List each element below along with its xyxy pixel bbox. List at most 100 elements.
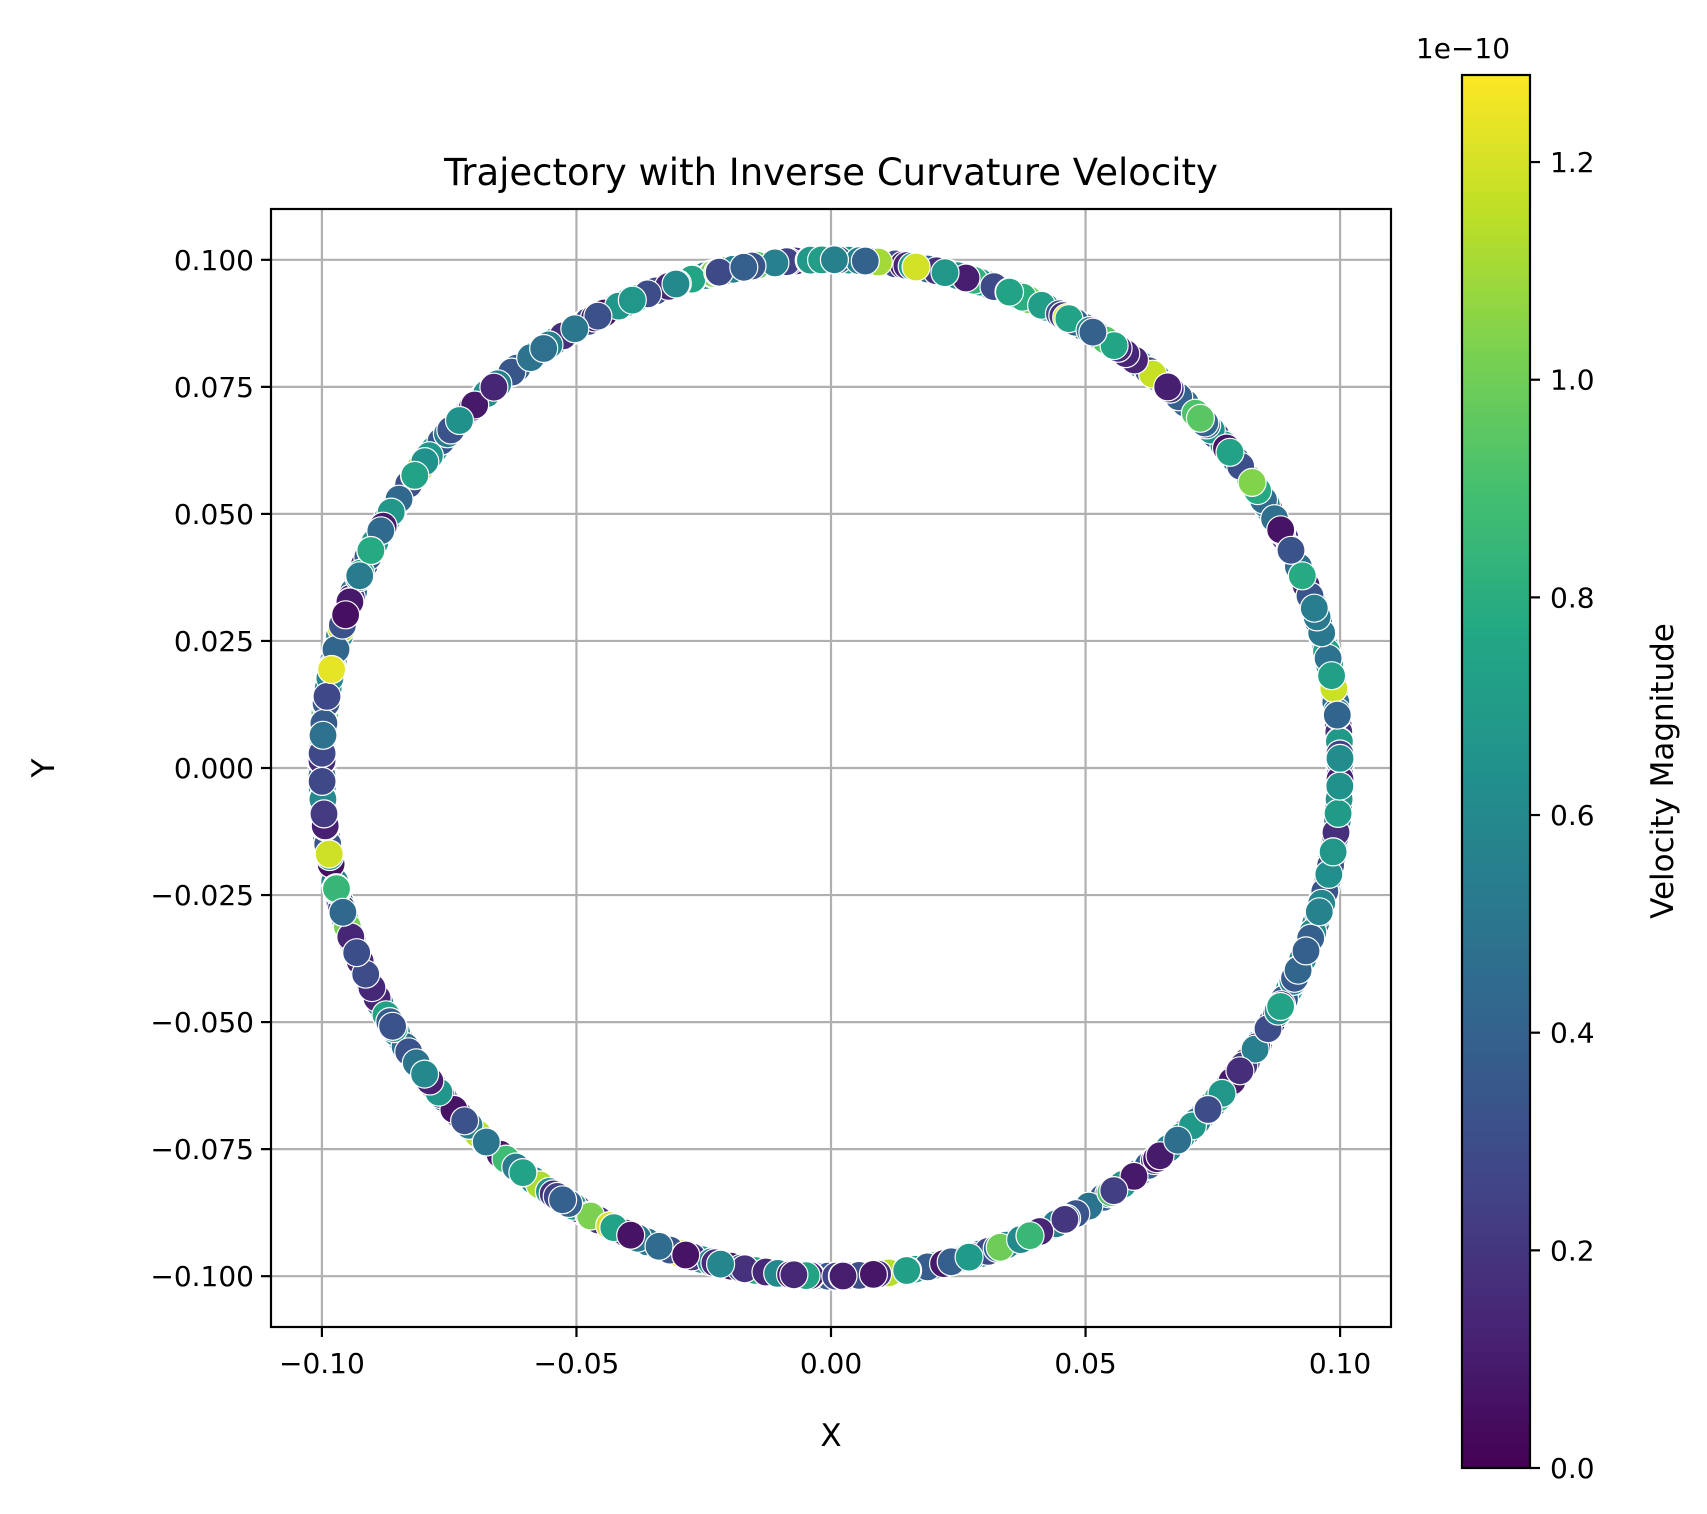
colorbar-tick-label: 0.0: [1550, 1452, 1595, 1485]
y-tick-label: 0.050: [174, 498, 254, 531]
trajectory-point: [1323, 798, 1353, 829]
trajectory-point: [331, 600, 361, 630]
colorbar-tick-label: 0.6: [1550, 799, 1595, 832]
y-tick-label: −0.025: [150, 879, 254, 912]
trajectory-point: [644, 1231, 674, 1261]
trajectory-point: [547, 1185, 578, 1215]
trajectory-point: [828, 1261, 858, 1291]
y-tick-label: 0.100: [174, 244, 254, 277]
trajectory-point: [994, 277, 1025, 307]
colorbar-ticks: 0.0 0.2 0.4 0.6 0.8 1.0 1.2: [1530, 146, 1595, 1485]
x-axis-label: X: [820, 1418, 841, 1454]
trajectory-point: [1237, 467, 1267, 497]
trajectory-point: [1099, 1175, 1129, 1206]
y-tick-label: −0.100: [150, 1260, 254, 1293]
trajectory-point: [1287, 561, 1317, 591]
trajectory-point: [1215, 437, 1245, 467]
trajectory-point: [342, 938, 372, 968]
trajectory-point: [356, 535, 386, 566]
trajectory-point: [479, 372, 509, 402]
trajectory-point: [858, 1259, 889, 1290]
trajectory-point: [450, 1106, 480, 1136]
x-tick-label: 0.00: [800, 1347, 862, 1380]
trajectory-point: [471, 1127, 501, 1157]
colorbar-gradient: [1462, 75, 1530, 1468]
trajectory-point: [671, 1240, 701, 1270]
trajectory-point: [312, 681, 342, 712]
trajectory-point: [1185, 403, 1216, 433]
trajectory-point: [583, 301, 613, 331]
colorbar-tick-label: 0.4: [1550, 1017, 1595, 1050]
trajectory-point: [1193, 1094, 1223, 1125]
trajectory-point: [328, 897, 358, 927]
trajectory-point: [345, 561, 375, 591]
x-tick-label: 0.10: [1309, 1347, 1371, 1380]
trajectory-point: [779, 1260, 809, 1290]
colorbar-offset-text: 1e−10: [1416, 32, 1510, 65]
trajectory-point: [1316, 661, 1347, 691]
colorbar-tick-label: 0.8: [1550, 581, 1595, 614]
trajectory-point: [705, 1249, 736, 1279]
trajectory-point: [508, 1157, 538, 1188]
trajectory-point: [410, 1059, 440, 1089]
trajectory-point: [1325, 771, 1355, 801]
trajectory-point: [1119, 1161, 1149, 1192]
trajectory-point: [308, 720, 338, 750]
trajectory-point: [729, 252, 759, 282]
trajectory-point: [1015, 1221, 1045, 1251]
trajectory-point: [1318, 837, 1348, 867]
y-axis-ticks: 0.100 0.075 0.050 0.025 0.000 −0.025 −0.050 −0.…: [150, 244, 271, 1293]
y-axis-label: Y: [26, 758, 62, 778]
trajectory-point: [1225, 1056, 1255, 1086]
trajectory-point: [892, 1255, 922, 1286]
trajectory-point: [616, 1220, 646, 1250]
trajectory-point: [400, 460, 430, 490]
trajectory-point: [850, 246, 880, 276]
trajectory-point: [1099, 331, 1129, 361]
trajectory-point: [309, 799, 339, 829]
grid: [271, 209, 1391, 1327]
y-tick-label: −0.075: [150, 1133, 254, 1166]
trajectory-point: [314, 839, 344, 869]
trajectory-point: [1276, 535, 1306, 565]
x-tick-label: −0.05: [534, 1347, 620, 1380]
trajectory-point: [819, 245, 850, 275]
trajectory-point: [529, 333, 559, 364]
trajectory-point: [1325, 743, 1355, 774]
colorbar-tick-label: 1.2: [1550, 146, 1595, 179]
colorbar-label: Velocity Magnitude: [1645, 623, 1681, 919]
trajectory-point: [1265, 991, 1296, 1022]
y-tick-label: 0.075: [174, 371, 254, 404]
trajectory-point: [317, 654, 347, 685]
trajectory-point: [704, 257, 734, 287]
trajectory-point: [954, 1242, 984, 1272]
x-tick-label: 0.05: [1054, 1347, 1116, 1380]
colorbar-frame: [1460, 73, 1532, 1470]
trajectory-point: [560, 314, 590, 344]
trajectory-point: [1078, 317, 1108, 347]
trajectory-point: [1153, 372, 1183, 402]
trajectory-points: [307, 245, 1355, 1291]
trajectory-point: [901, 252, 931, 282]
y-tick-label: −0.050: [150, 1006, 254, 1039]
trajectory-point: [307, 766, 337, 797]
trajectory-point: [1304, 897, 1334, 927]
chart-title: Trajectory with Inverse Curvature Veloci…: [443, 151, 1218, 194]
trajectory-point: [1291, 936, 1321, 966]
colorbar-tick-label: 0.2: [1550, 1234, 1595, 1267]
trajectory-point: [1322, 700, 1352, 730]
trajectory-point: [661, 269, 691, 299]
y-tick-label: 0.000: [174, 752, 254, 785]
trajectory-point: [1050, 1204, 1080, 1235]
trajectory-point: [378, 1011, 408, 1041]
trajectory-point: [1299, 593, 1329, 623]
x-tick-label: −0.10: [279, 1347, 365, 1380]
trajectory-point: [617, 285, 647, 315]
y-tick-label: 0.025: [174, 625, 254, 658]
trajectory-point: [930, 258, 960, 288]
x-axis-ticks: −0.10 −0.05 0.00 0.05 0.10: [279, 1327, 1371, 1380]
trajectory-point: [444, 405, 475, 436]
colorbar-tick-label: 1.0: [1550, 364, 1595, 397]
trajectory-point: [1163, 1125, 1193, 1155]
